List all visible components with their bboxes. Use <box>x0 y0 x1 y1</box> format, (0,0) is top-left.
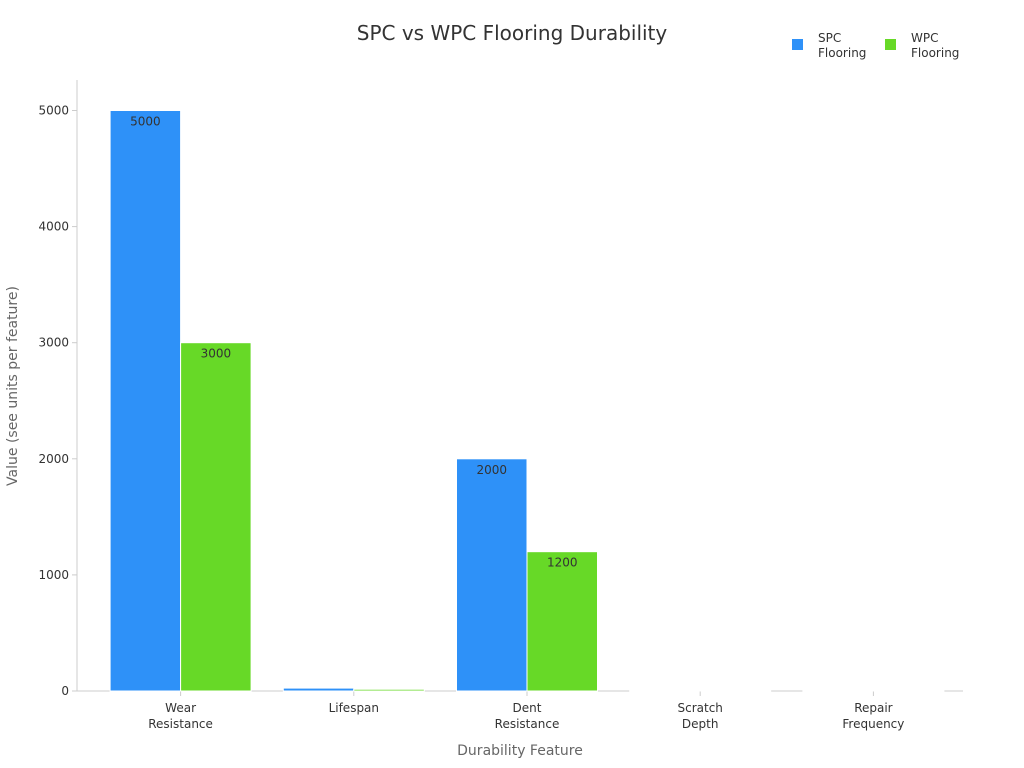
bars <box>109 110 945 692</box>
legend-label: WPC Flooring <box>911 31 959 60</box>
bar <box>456 458 528 692</box>
y-tick-label: 0 <box>61 684 69 698</box>
bar <box>180 342 252 692</box>
y-axis: 0 1000 2000 3000 4000 5000 <box>38 80 78 698</box>
x-tick-label: Wear Resistance <box>148 701 213 731</box>
y-axis-title: Value (see units per feature) <box>5 286 21 486</box>
legend-swatch <box>792 39 803 50</box>
legend-label: SPC Flooring <box>818 31 866 60</box>
y-tick-label: 5000 <box>38 104 69 118</box>
legend: SPC Flooring WPC Flooring <box>792 31 959 60</box>
x-tick-label: Repair Frequency <box>842 701 904 731</box>
x-axis: Wear Resistance Lifespan Dent Resistance Scra… <box>77 690 963 731</box>
legend-swatch <box>885 39 896 50</box>
y-tick-label: 3000 <box>38 336 69 350</box>
bar-value-label: 5000 <box>130 115 161 129</box>
y-tick-label: 1000 <box>38 568 69 582</box>
x-tick-label: Scratch Depth <box>677 701 722 731</box>
bar <box>526 551 598 692</box>
bar-value-label: 3000 <box>201 347 232 361</box>
bar-value-label: 2000 <box>476 463 507 477</box>
data-labels: 5000 2000 3000 1200 <box>130 115 577 570</box>
bar <box>282 687 355 692</box>
chart-title: SPC vs WPC Flooring Durability <box>357 21 668 45</box>
bar-value-label: 1200 <box>547 556 578 570</box>
x-tick-label: Dent Resistance <box>495 701 560 731</box>
bar <box>353 688 425 692</box>
x-axis-title: Durability Feature <box>457 743 583 759</box>
x-tick-label: Lifespan <box>329 701 379 715</box>
y-tick-label: 4000 <box>38 220 69 234</box>
bar <box>109 110 182 692</box>
y-tick-label: 2000 <box>38 452 69 466</box>
